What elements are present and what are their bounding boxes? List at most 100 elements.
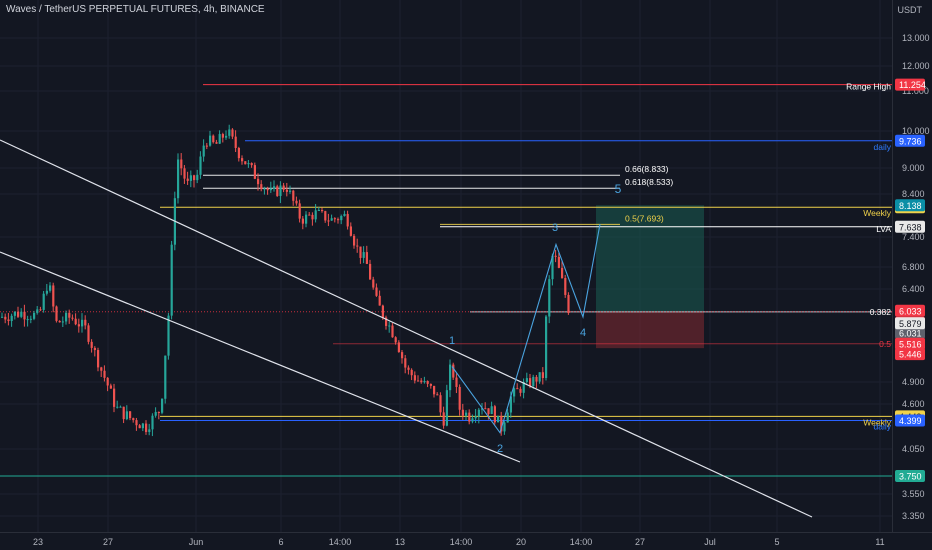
price-tag-bg	[895, 326, 925, 339]
candle-body	[132, 418, 135, 421]
trend-line-lower	[0, 251, 521, 463]
candle	[183, 165, 186, 184]
candle	[93, 346, 96, 357]
candle-body	[65, 312, 68, 322]
candle	[77, 318, 80, 333]
candle	[141, 422, 144, 432]
candle	[497, 415, 500, 423]
level-label: Range High	[846, 82, 891, 92]
price-tag: 3.750	[895, 470, 925, 482]
price-tag: 6.033	[895, 304, 925, 317]
candle	[10, 313, 13, 327]
candle-body	[458, 386, 461, 410]
fib-label: 0.618(8.533)	[625, 177, 673, 187]
candle-body	[468, 412, 471, 422]
candle-body	[429, 383, 432, 386]
candle-body	[413, 375, 416, 381]
candle-body	[461, 409, 464, 416]
candle	[189, 170, 192, 188]
candle	[39, 306, 42, 312]
candle-body	[170, 244, 173, 316]
candle-body	[228, 129, 231, 136]
candle-body	[221, 134, 224, 138]
candle-body	[145, 423, 148, 432]
x-tick-label: 23	[33, 537, 43, 547]
candle-body	[87, 325, 90, 342]
candle	[269, 181, 272, 193]
x-tick-label: 20	[516, 537, 526, 547]
y-tick-label: 4.050	[902, 444, 925, 454]
candle-body	[49, 285, 52, 291]
candle-body	[305, 214, 308, 224]
candle	[36, 306, 39, 315]
candle	[506, 408, 509, 423]
candle	[477, 407, 480, 424]
price-tag-bg	[895, 304, 925, 317]
candle-body	[193, 175, 196, 181]
candle	[29, 315, 32, 324]
candle	[388, 321, 391, 333]
candle	[109, 383, 112, 389]
candle-body	[109, 385, 112, 389]
candle	[548, 275, 551, 324]
candle	[151, 413, 154, 437]
candle-body	[481, 408, 484, 410]
candle-body	[116, 406, 119, 408]
candle	[375, 283, 378, 297]
candle	[337, 217, 340, 224]
candle-body	[180, 159, 183, 169]
candle	[45, 283, 48, 296]
wave-label: 2	[497, 443, 503, 455]
candle-body	[20, 311, 23, 317]
x-tick-label: 13	[395, 537, 405, 547]
candle	[311, 212, 314, 226]
y-tick-label: 4.900	[902, 377, 925, 387]
candle	[327, 213, 330, 227]
x-tick-label: 5	[774, 537, 779, 547]
candle	[87, 323, 90, 345]
candle-body	[93, 347, 96, 351]
candle	[365, 245, 368, 265]
price-tag-text: 8.138	[899, 201, 922, 211]
candle-body	[433, 385, 436, 395]
candle	[567, 292, 570, 315]
candle-body	[289, 190, 292, 192]
candle-body	[426, 381, 429, 384]
candle	[359, 246, 362, 264]
candle	[321, 207, 324, 213]
candle-body	[295, 200, 298, 204]
candle	[241, 155, 244, 165]
candle-body	[532, 376, 535, 386]
candle	[423, 376, 426, 384]
candle	[561, 261, 564, 279]
candle	[503, 420, 506, 435]
candle-body	[241, 158, 244, 162]
candle	[391, 323, 394, 338]
candle-body	[500, 415, 503, 432]
price-tag: 9.736	[895, 134, 925, 147]
candle-body	[125, 411, 128, 420]
price-tag: 7.638	[895, 220, 925, 233]
wave-projection-path	[451, 224, 601, 434]
fib-label: 0.5	[879, 339, 891, 349]
x-tick-label: 27	[635, 537, 645, 547]
candle-body	[506, 412, 509, 423]
candle-body	[183, 168, 186, 179]
candle	[397, 340, 400, 353]
candle-body	[186, 178, 189, 181]
candle	[263, 186, 266, 195]
candle-body	[39, 309, 42, 311]
candle-body	[567, 294, 570, 314]
candle	[42, 290, 45, 313]
candle-body	[321, 210, 324, 212]
y-tick: 7.400	[902, 232, 925, 242]
candle	[17, 306, 20, 319]
level-label: Weekly	[863, 208, 891, 218]
candle-body	[487, 408, 490, 415]
candle-body	[561, 267, 564, 278]
candle-body	[301, 218, 304, 224]
trend-line-upper	[0, 139, 813, 518]
candle-body	[237, 147, 240, 159]
